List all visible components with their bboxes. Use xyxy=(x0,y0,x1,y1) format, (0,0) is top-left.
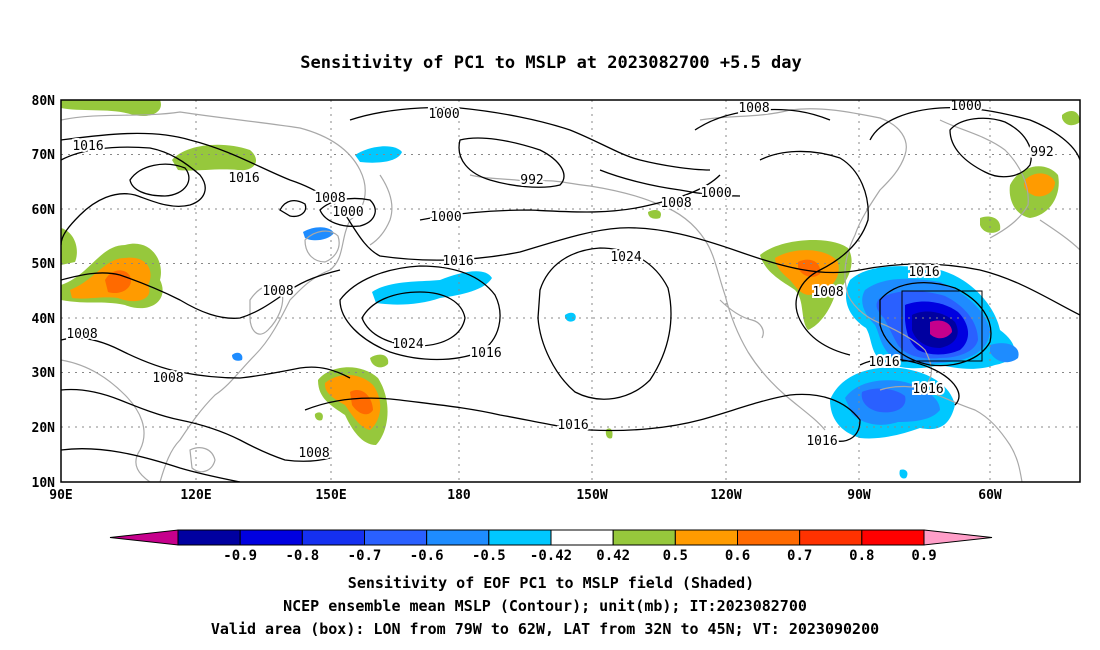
colorbar-extend-low xyxy=(109,529,179,546)
caption-line-2: NCEP ensemble mean MSLP (Contour); unit(… xyxy=(283,597,807,615)
contour-label: 1000 xyxy=(430,210,461,225)
lat-label: 40N xyxy=(32,312,56,327)
lon-label: 150W xyxy=(576,488,607,503)
lon-label: 120W xyxy=(710,488,741,503)
contour-label: 1000 xyxy=(428,107,459,122)
lat-label: 30N xyxy=(32,366,56,381)
caption-line-3: Valid area (box): LON from 79W to 62W, L… xyxy=(211,620,879,638)
contour-label: 1000 xyxy=(700,186,731,201)
colorbar-swatch xyxy=(488,529,552,546)
colorbar-swatch xyxy=(177,529,241,546)
colorbar-tick-label: -0.5 xyxy=(472,548,506,564)
contour-label: 1008 xyxy=(314,191,345,206)
colorbar-swatch xyxy=(861,529,925,546)
colorbar-tick-label: 0.7 xyxy=(787,548,812,564)
lon-label: 120E xyxy=(180,488,211,503)
contour-label: 1016 xyxy=(557,418,588,433)
contour-label: 1008 xyxy=(262,284,293,299)
contour-labels: 1000 1016 1016 1008 1000 992 1000 1008 1… xyxy=(64,97,1055,463)
colorbar-tick-label: 0.9 xyxy=(911,548,936,564)
contour-label: 1024 xyxy=(392,337,423,352)
colorbar-swatch xyxy=(239,529,303,546)
colorbar-swatch xyxy=(612,529,676,546)
colorbar-swatch xyxy=(364,529,428,546)
lon-label: 150E xyxy=(315,488,346,503)
contour-label: 992 xyxy=(520,173,543,188)
coastlines xyxy=(61,108,1080,482)
colorbar-swatch xyxy=(674,529,738,546)
latitude-labels: 80N 70N 60N 50N 40N 30N 20N 10N xyxy=(32,94,56,491)
colorbar-extend-high xyxy=(923,529,993,546)
colorbar-swatch xyxy=(799,529,863,546)
colorbar-tick-label: 0.6 xyxy=(725,548,750,564)
lon-label: 60W xyxy=(978,488,1002,503)
contour-label: 992 xyxy=(1030,145,1053,160)
contour-label: 1008 xyxy=(812,285,843,300)
map-frame xyxy=(60,99,1081,483)
colorbar-tick-label: -0.7 xyxy=(348,548,382,564)
contour-label: 1008 xyxy=(152,371,183,386)
sensitivity-shading xyxy=(61,100,1080,479)
contour-label: 1008 xyxy=(660,196,691,211)
valid-area-box xyxy=(901,290,983,362)
colorbar-swatch xyxy=(550,529,614,546)
lon-label: 90W xyxy=(847,488,871,503)
contour-label: 1024 xyxy=(610,250,641,265)
lat-label: 10N xyxy=(32,476,56,491)
lon-label: 90E xyxy=(49,488,72,503)
contour-label: 1008 xyxy=(738,101,769,116)
lat-label: 60N xyxy=(32,203,56,218)
colorbar-swatch xyxy=(301,529,366,546)
contour-label: 1016 xyxy=(470,346,501,361)
lat-label: 20N xyxy=(32,421,56,436)
contour-label: 1016 xyxy=(868,355,899,370)
colorbar-tick-label: 0.42 xyxy=(596,548,630,564)
lat-label: 50N xyxy=(32,257,56,272)
contour-label: 1016 xyxy=(908,265,939,280)
map-panel: 1000 1016 1016 1008 1000 992 1000 1008 1… xyxy=(60,97,1081,483)
figure-title: Sensitivity of PC1 to MSLP at 2023082700… xyxy=(300,53,802,73)
contour-label: 1000 xyxy=(950,99,981,114)
colorbar-swatch xyxy=(737,529,801,546)
contour-label: 1016 xyxy=(806,434,837,449)
colorbar-tick-label: -0.9 xyxy=(223,548,257,564)
colorbar-tick-label: 0.5 xyxy=(663,548,688,564)
colorbar: -0.9 -0.8 -0.7 -0.6 -0.5 -0.42 0.42 0.5 0.6 0.7 0.… xyxy=(109,529,993,564)
contour-label: 1016 xyxy=(228,171,259,186)
contour-label: 1000 xyxy=(332,205,363,220)
colorbar-tick-label: -0.6 xyxy=(410,548,444,564)
lat-label: 70N xyxy=(32,148,56,163)
colorbar-tick-label: 0.8 xyxy=(849,548,874,564)
contour-label: 1008 xyxy=(66,327,97,342)
colorbar-swatch xyxy=(426,529,490,546)
colorbar-tick-label: -0.42 xyxy=(530,548,572,564)
contour-label: 1016 xyxy=(912,382,943,397)
contour-label: 1008 xyxy=(298,446,329,461)
colorbar-tick-label: -0.8 xyxy=(285,548,319,564)
lat-label: 80N xyxy=(32,94,56,109)
contour-label: 1016 xyxy=(72,139,103,154)
lon-label: 180 xyxy=(447,488,471,503)
caption-line-1: Sensitivity of EOF PC1 to MSLP field (Sh… xyxy=(348,574,754,592)
longitude-labels: 90E 120E 150E 180 150W 120W 90W 60W xyxy=(49,488,1002,503)
contour-label: 1016 xyxy=(442,254,473,269)
mslp-contours xyxy=(61,106,1080,482)
